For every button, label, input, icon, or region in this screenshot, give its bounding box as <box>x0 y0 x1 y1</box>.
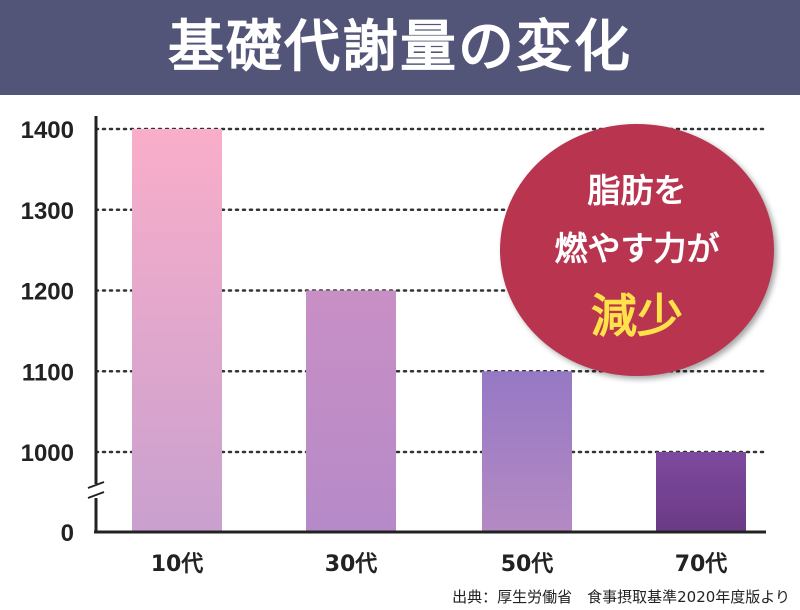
bar-70代 <box>656 452 746 532</box>
y-tick-label: 1300 <box>21 198 74 225</box>
axis-break-mark <box>87 481 105 489</box>
title-banner <box>0 0 800 95</box>
badge-text-highlight: 減少 <box>591 289 683 343</box>
bar-30代 <box>306 290 396 532</box>
source-note: 出典：厚生労働省 食事摂取基準2020年度版より <box>452 588 790 606</box>
x-category-label: 10代 <box>151 552 204 577</box>
y-tick-label: 0 <box>61 520 74 547</box>
annotation-badge: 脂肪を 燃やす力が 減少 <box>500 124 774 376</box>
chart-title: 基礎代謝量の変化 <box>168 15 632 80</box>
bar-50代 <box>482 371 572 532</box>
badge-text-line1: 脂肪を <box>587 171 687 210</box>
x-category-label: 30代 <box>325 552 378 577</box>
y-tick-label: 1000 <box>21 440 74 467</box>
x-category-label: 70代 <box>675 552 728 577</box>
badge-text-line2: 燃やす力が <box>554 229 720 268</box>
x-category-label: 50代 <box>501 552 554 577</box>
y-tick-label: 1200 <box>21 279 74 306</box>
y-tick-label: 1100 <box>22 359 74 386</box>
axis-break-mark <box>87 491 105 499</box>
y-tick-label: 1400 <box>21 117 74 144</box>
bar-10代 <box>132 129 222 532</box>
